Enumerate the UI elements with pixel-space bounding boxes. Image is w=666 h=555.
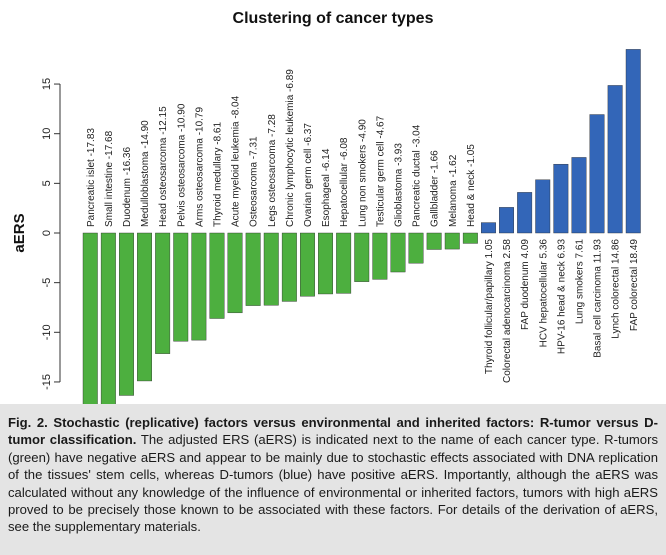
bar-label: Thyroid follicular/papillary 1.05: [484, 239, 495, 375]
y-tick-label: 15: [41, 78, 53, 90]
y-tick-label: 0: [41, 230, 53, 236]
bar: [372, 232, 388, 280]
bar: [625, 49, 641, 234]
bar: [300, 232, 315, 297]
y-tick-label: 10: [41, 128, 53, 140]
bar-label: HPV-16 head & neck 6.93: [556, 239, 567, 355]
bar-label: Hepatocellular -6.08: [339, 137, 350, 227]
bars-group: [82, 49, 641, 405]
bar-label: Pancreatic islet -17.83: [86, 128, 97, 227]
bar-label: Gallbladder -1.66: [430, 150, 441, 227]
bar-label: Lung smokers 7.61: [574, 239, 585, 324]
bar-label: Lung non smokers -4.90: [357, 119, 368, 227]
bar-chart: -15 -10 -5 0 5 10 15 Pancreatic islet -17.83 Sm…: [11, 49, 641, 405]
bar: [191, 232, 207, 341]
y-tick-label: -5: [41, 278, 53, 288]
bar-labels-group: Pancreatic islet -17.83 Small intestine -…: [86, 69, 640, 383]
bar: [137, 232, 153, 382]
bar: [82, 232, 98, 405]
bar: [499, 207, 514, 234]
bar: [481, 222, 496, 234]
y-axis: -15 -10 -5 0 5 10 15: [41, 78, 61, 390]
caption-body: The adjusted ERS (aERS) is indicated nex…: [8, 432, 658, 535]
bar-label: Chronic lymphocytic leukemia -6.89: [285, 69, 296, 227]
y-axis-label: aERS: [11, 213, 28, 252]
bar: [517, 192, 533, 234]
bar-label: Osteosarcoma -7.31: [249, 136, 260, 227]
bar-label: Esophageal -6.14: [321, 148, 332, 227]
bar-label: Arms osteosarcoma -10.79: [194, 107, 205, 227]
figure: Clustering of cancer types -15 -10 -5 0 5 10 1…: [11, 10, 641, 405]
bar: [607, 85, 623, 234]
caption-lead: Fig. 2. Stochastic (replicative) factors…: [8, 415, 658, 448]
bar: [173, 232, 189, 342]
bar-label: Glioblastoma -3.93: [393, 143, 404, 227]
bar-label: FAP colorectal 18.49: [629, 239, 640, 332]
bar-label: Head & neck -1.05: [466, 144, 477, 227]
bar-label: Duodenum -16.36: [122, 147, 133, 227]
bar: [426, 232, 442, 250]
bar-label: Thyroid medullary -8.61: [212, 122, 223, 227]
bar-label: Melanoma -1.62: [448, 154, 459, 227]
bar-label: Pelvis osteosarcoma -10.90: [176, 103, 187, 227]
bar: [227, 232, 243, 314]
bar: [571, 157, 587, 234]
bar-label: FAP duodenum 4.09: [520, 239, 531, 330]
bar: [462, 232, 478, 244]
bar: [390, 232, 406, 273]
bar-label: Testicular germ cell -4.67: [375, 115, 386, 227]
bar-label: Pancreatic ductal -3.04: [412, 124, 423, 227]
bar: [354, 232, 370, 282]
bar: [263, 232, 279, 306]
bar-label: Acute myeloid leukemia -8.04: [231, 95, 242, 227]
bar: [118, 232, 134, 396]
bar-label: Basal cell carcinoma 11.93: [593, 239, 604, 358]
chart-title: Clustering of cancer types: [232, 10, 434, 27]
bar-label: Small intestine -17.68: [104, 130, 115, 227]
bar: [155, 232, 171, 354]
bar-label: Colorectal adenocarcinoma 2.58: [502, 239, 513, 383]
y-tick-label: -15: [41, 374, 53, 390]
bar-label: HCV hepatocellular 5.36: [538, 239, 549, 348]
bar: [209, 232, 225, 319]
bar: [444, 232, 460, 250]
bar-label: Head osteosarcoma -12.15: [158, 106, 169, 227]
bar: [408, 232, 424, 264]
bar-label: Legs osteosarcoma -7.28: [267, 114, 278, 227]
bar: [535, 179, 551, 234]
bar: [318, 232, 333, 295]
bar: [336, 232, 352, 294]
y-tick-label: -10: [41, 324, 53, 340]
y-tick-label: 5: [41, 180, 53, 186]
bar-label: Medulloblastoma -14.90: [140, 120, 151, 227]
figure-caption: Fig. 2. Stochastic (replicative) factors…: [0, 404, 666, 555]
bar: [281, 232, 297, 302]
bar: [245, 232, 261, 306]
bar: [553, 163, 569, 234]
bar: [589, 114, 605, 234]
bar: [100, 232, 116, 405]
bar-label: Lynch colorectal 14.86: [611, 239, 622, 339]
bar-label: Ovarian germ cell -6.37: [303, 123, 314, 227]
